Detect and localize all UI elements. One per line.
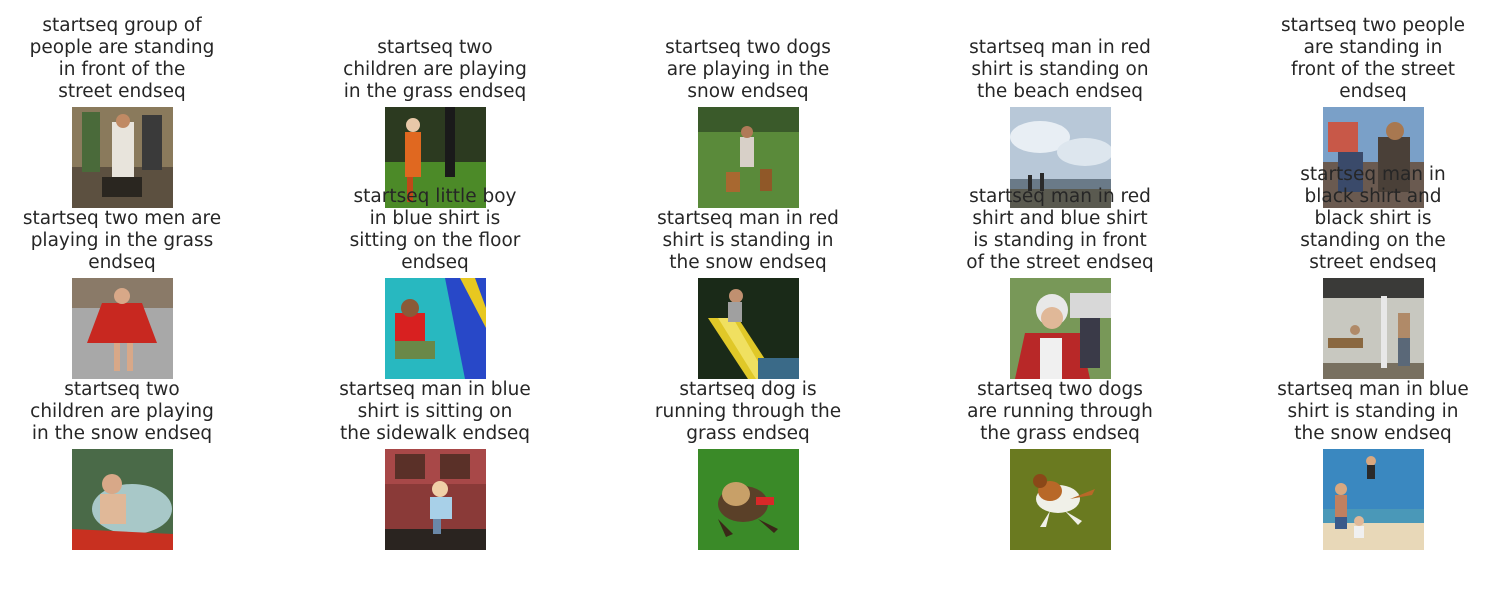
thumbnail-2 [385, 107, 486, 208]
caption-10: startseq man in black shirt and black sh… [1300, 164, 1446, 273]
thumbnail-14 [1010, 449, 1111, 550]
caption-2: startseq two children are playing in the… [343, 37, 527, 102]
caption-6: startseq two men are playing in the gras… [22, 208, 222, 273]
caption-7: startseq little boy in blue shirt is sit… [349, 186, 521, 273]
thumbnail-12 [385, 449, 486, 550]
thumbnail-10 [1323, 278, 1424, 379]
thumbnail-5 [1323, 107, 1424, 208]
thumbnail-1 [72, 107, 173, 208]
thumbnail-11 [72, 449, 173, 550]
thumbnail-9 [1010, 278, 1111, 379]
caption-9: startseq man in red shirt and blue shirt… [966, 186, 1154, 273]
caption-1: startseq group of people are standing in… [29, 15, 215, 102]
caption-13: startseq dog is running through the gras… [654, 379, 842, 444]
caption-11: startseq two children are playing in the… [30, 379, 214, 444]
thumbnail-4 [1010, 107, 1111, 208]
thumbnail-13 [698, 449, 799, 550]
caption-5: startseq two people are standing in fron… [1280, 15, 1466, 102]
thumbnail-6 [72, 278, 173, 379]
caption-14: startseq two dogs are running through th… [967, 379, 1153, 444]
caption-12: startseq man in blue shirt is sitting on… [339, 379, 531, 444]
thumbnail-15 [1323, 449, 1424, 550]
thumbnail-7 [385, 278, 486, 379]
caption-15: startseq man in blue shirt is standing i… [1277, 379, 1469, 444]
caption-8: startseq man in red shirt is standing in… [657, 208, 839, 273]
caption-4: startseq man in red shirt is standing on… [969, 37, 1151, 102]
caption-3: startseq two dogs are playing in the sno… [665, 37, 831, 102]
thumbnail-3 [698, 107, 799, 208]
thumbnail-8 [698, 278, 799, 379]
